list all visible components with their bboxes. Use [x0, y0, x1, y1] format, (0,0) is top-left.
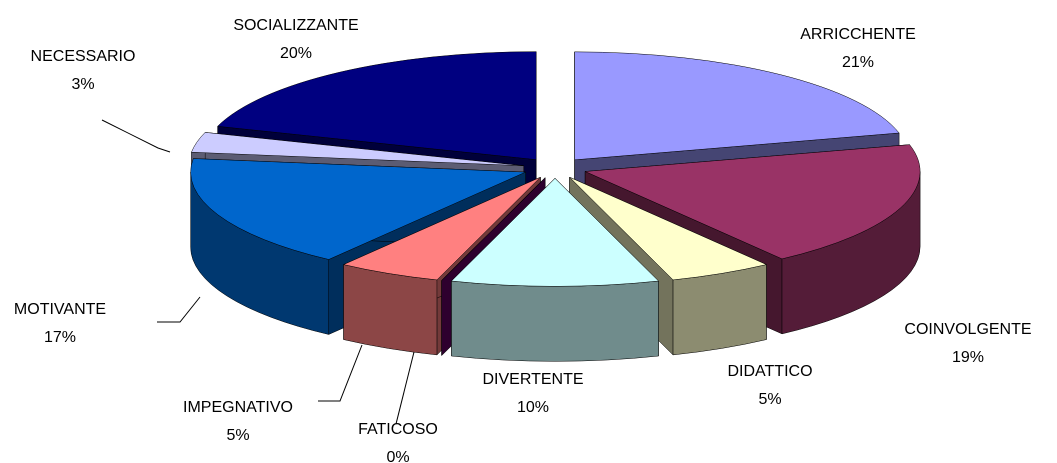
slice: [217, 51, 537, 160]
slice-value-label: 21%: [842, 54, 874, 71]
slice-label: IMPEGNATIVO: [183, 399, 293, 416]
leader-line: [101, 119, 171, 153]
slice-label: COINVOLGENTE: [904, 321, 1031, 338]
slice-label: DIDATTICO: [727, 363, 812, 380]
slice: [342, 176, 541, 281]
leader-line: [157, 296, 201, 323]
slice: [441, 177, 546, 281]
slice-wall: [451, 280, 659, 362]
leader-line: [395, 351, 415, 425]
slice-value-label: 17%: [44, 329, 76, 346]
slice-value-label: 0%: [386, 449, 409, 463]
slice-label: NECESSARIO: [31, 48, 136, 65]
slice-value-label: 20%: [280, 45, 312, 62]
slice-label: SOCIALIZZANTE: [233, 17, 358, 34]
slice-label: FATICOSO: [358, 421, 438, 438]
slice: [574, 51, 900, 161]
slice: [450, 177, 660, 287]
slice: [569, 176, 768, 281]
slice: [585, 144, 921, 260]
slice-label: ARRICCHENTE: [800, 26, 916, 43]
slice-value-label: 19%: [952, 349, 984, 366]
slice-value-label: 5%: [226, 427, 249, 444]
leader-line: [318, 344, 363, 402]
slice-label: MOTIVANTE: [14, 301, 106, 318]
slice-value-label: 3%: [71, 76, 94, 93]
slice: [190, 158, 526, 260]
slice: [191, 132, 524, 166]
slice-value-label: 5%: [758, 391, 781, 408]
slice-label: DIVERTENTE: [482, 371, 583, 388]
slice-value-label: 10%: [517, 399, 549, 416]
